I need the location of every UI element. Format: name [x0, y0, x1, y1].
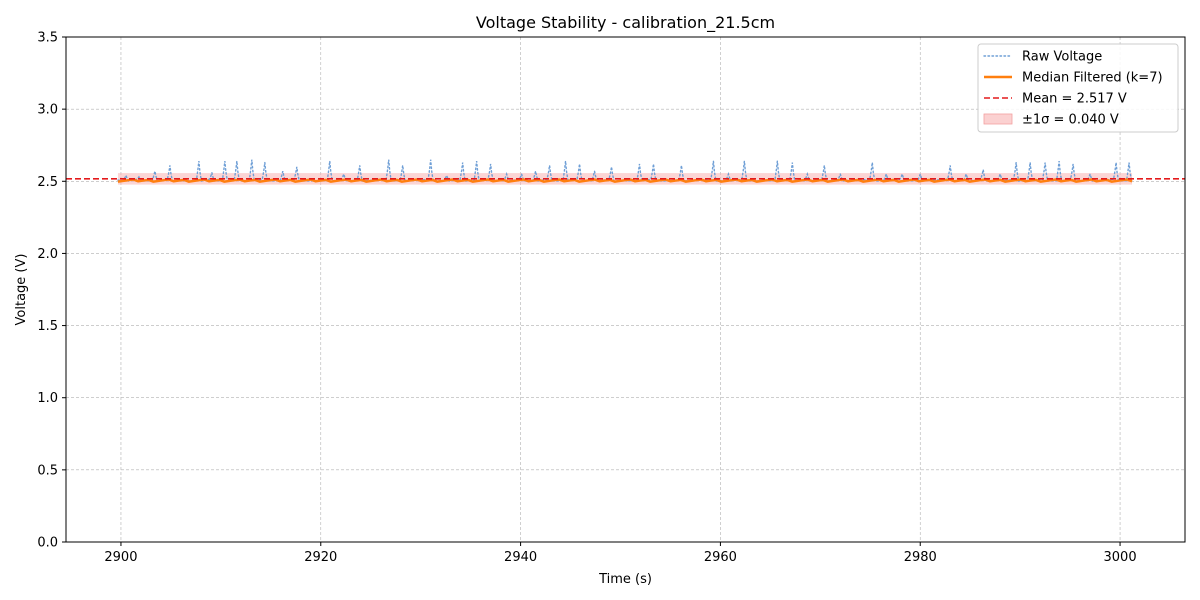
x-axis-title: Time (s) — [598, 572, 652, 587]
legend-box — [977, 43, 1179, 133]
y-axis-ticks: 0.0 0.5 1.0 1.5 2.0 2.5 3.0 3.5 — [37, 31, 66, 551]
y-tick-label: 3.5 — [37, 31, 58, 46]
x-tick-label: 2900 — [104, 550, 137, 565]
y-tick-label: 2.5 — [37, 175, 58, 190]
raw-voltage-series — [117, 159, 1133, 184]
x-tick-label: 2920 — [304, 550, 337, 565]
x-tick-label: 2960 — [704, 550, 737, 565]
legend-entry-label: ±1σ = 0.040 V — [1022, 113, 1119, 128]
legend-entry-label: Raw Voltage — [1022, 50, 1102, 65]
y-tick-label: 1.5 — [37, 319, 58, 334]
median-filtered-line — [117, 178, 1133, 183]
legend-swatch-sigma — [983, 113, 1013, 125]
y-tick-label: 2.0 — [37, 247, 58, 262]
plot-frame — [65, 36, 1186, 543]
legend-entry-label: Mean = 2.517 V — [1022, 92, 1127, 107]
y-axis-title: Voltage (V) — [14, 254, 29, 326]
y-tick-label: 3.0 — [37, 103, 58, 118]
y-tick-label: 1.0 — [37, 391, 58, 406]
raw-voltage-line — [117, 159, 1133, 184]
chart-title: Voltage Stability - calibration_21.5cm — [476, 13, 775, 33]
y-tick-label: 0.0 — [37, 536, 58, 551]
y-tick-label: 0.5 — [37, 463, 58, 478]
x-tick-label: 2980 — [904, 550, 937, 565]
median-filtered-series — [117, 178, 1133, 183]
legend: Raw Voltage Median Filtered (k=7) Mean = 2… — [977, 43, 1179, 133]
x-axis-ticks: 2900 2920 2940 2960 2980 3000 — [104, 542, 1137, 565]
x-tick-label: 2940 — [504, 550, 537, 565]
legend-entry-label: Median Filtered (k=7) — [1022, 71, 1163, 86]
x-tick-label: 3000 — [1104, 550, 1137, 565]
